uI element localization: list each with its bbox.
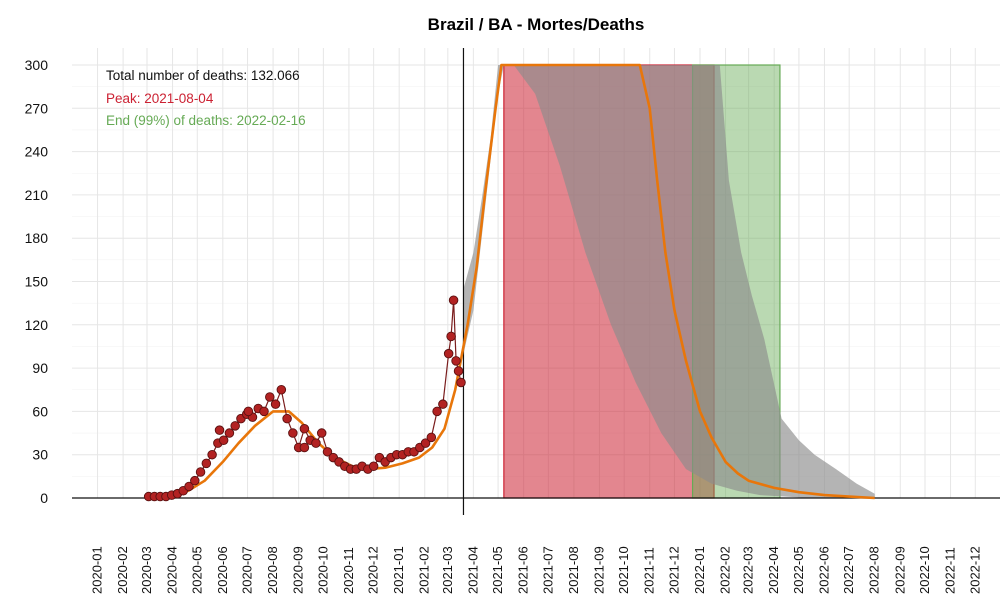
- y-tick-label: 300: [25, 57, 49, 73]
- observed-point: [438, 399, 448, 409]
- y-tick-labels: 0 30 60 90 120 150 180 210 240 270 300: [25, 57, 49, 506]
- x-tick-label: 2022-07: [841, 546, 856, 594]
- x-tick-label: 2021-11: [642, 547, 657, 594]
- fitted-curve: [146, 63, 875, 500]
- x-tick-label: 2020-10: [315, 546, 330, 594]
- y-tick-label: 270: [25, 100, 49, 116]
- observed-point: [299, 423, 310, 434]
- x-tick-label: 2020-07: [240, 546, 255, 594]
- x-tick-label: 2022-09: [892, 546, 907, 594]
- x-tick-label: 2022-06: [816, 546, 831, 594]
- x-tick-label: 2020-09: [291, 546, 306, 594]
- x-tick-label: 2021-01: [391, 546, 406, 594]
- y-tick-label: 90: [32, 360, 48, 376]
- observed-point: [184, 481, 194, 492]
- x-tick-label: 2022-03: [741, 546, 756, 594]
- y-tick-label: 180: [25, 230, 49, 246]
- x-tick-label: 2020-08: [265, 546, 280, 594]
- observed-point: [282, 413, 292, 424]
- observed-point: [270, 399, 281, 409]
- chart-title: Brazil / BA - Mortes/Deaths: [428, 15, 645, 34]
- observed-point: [316, 428, 327, 438]
- fitted-line: [146, 63, 875, 500]
- x-tick-label: 2021-09: [591, 546, 606, 594]
- y-tick-label: 240: [25, 144, 49, 160]
- observed-point: [311, 438, 321, 448]
- x-tick-label: 2022-01: [692, 546, 707, 594]
- x-tick-label: 2021-12: [666, 546, 681, 594]
- observed-point: [265, 392, 275, 402]
- x-tick-label: 2020-03: [139, 546, 154, 594]
- x-tick-label: 2020-02: [115, 546, 130, 594]
- observed-point: [451, 356, 461, 366]
- x-tick-label: 2022-04: [766, 546, 781, 594]
- x-tick-label: 2021-03: [440, 546, 455, 594]
- observed-point: [443, 348, 454, 359]
- y-tick-label: 30: [32, 447, 48, 463]
- y-tick-label: 210: [25, 187, 49, 203]
- observed-point: [201, 458, 212, 469]
- observed-point: [276, 385, 287, 395]
- x-tick-label: 2020-12: [366, 546, 381, 594]
- x-tick-label: 2021-10: [616, 546, 631, 594]
- y-tick-label: 120: [25, 317, 49, 333]
- x-tick-label: 2021-07: [540, 546, 555, 594]
- x-tick-label: 2022-10: [917, 546, 932, 594]
- x-tick-label: 2020-06: [215, 546, 230, 594]
- x-tick-label: 2020-04: [165, 546, 180, 594]
- observed-point: [207, 449, 217, 460]
- y-tick-label: 0: [40, 490, 48, 506]
- x-tick-label: 2020-11: [341, 547, 356, 594]
- observed-point: [288, 428, 298, 438]
- observed-points: [143, 295, 466, 502]
- observed-point: [448, 295, 459, 306]
- x-tick-label: 2022-11: [943, 547, 958, 594]
- observed-point: [224, 428, 235, 438]
- observed-point: [230, 421, 240, 431]
- x-tick-label: 2021-05: [490, 546, 505, 594]
- x-tick-label: 2021-08: [566, 546, 581, 594]
- axes: [72, 48, 1000, 515]
- observed-point: [453, 366, 464, 376]
- x-tick-label: 2021-04: [465, 546, 480, 594]
- end-annotation: End (99%) of deaths: 2022-02-16: [106, 113, 306, 128]
- x-tick-label: 2022-05: [791, 546, 806, 594]
- observed-point: [322, 447, 333, 457]
- observed-point: [218, 435, 229, 446]
- x-tick-label: 2020-05: [189, 546, 204, 594]
- observed-point: [243, 406, 254, 417]
- x-tick-label: 2021-02: [417, 546, 432, 594]
- y-tick-label: 150: [25, 274, 49, 290]
- observed-point: [426, 432, 437, 443]
- peak-annotation: Peak: 2021-08-04: [106, 91, 214, 106]
- observed-point: [446, 331, 456, 342]
- observed-point: [432, 406, 442, 417]
- total-deaths-annotation: Total number of deaths: 132.066: [106, 68, 300, 83]
- observed-line: [148, 300, 462, 498]
- observed-point: [420, 438, 431, 448]
- y-tick-label: 60: [32, 403, 48, 419]
- x-tick-labels: 2020-01 2020-02 2020-03 2020-04 2020-05 2020-…: [90, 546, 983, 594]
- observed-point: [190, 475, 200, 486]
- observed-point: [214, 425, 225, 435]
- x-tick-label: 2021-06: [516, 546, 531, 594]
- observed-point: [259, 406, 269, 417]
- x-tick-label: 2022-12: [967, 546, 982, 594]
- x-tick-label: 2020-01: [90, 546, 105, 594]
- x-tick-label: 2022-08: [867, 546, 882, 594]
- observed-point: [195, 467, 206, 477]
- observed-point: [299, 442, 310, 453]
- observed-point: [368, 461, 379, 471]
- observed-point: [456, 377, 466, 388]
- x-tick-label: 2022-02: [718, 546, 733, 594]
